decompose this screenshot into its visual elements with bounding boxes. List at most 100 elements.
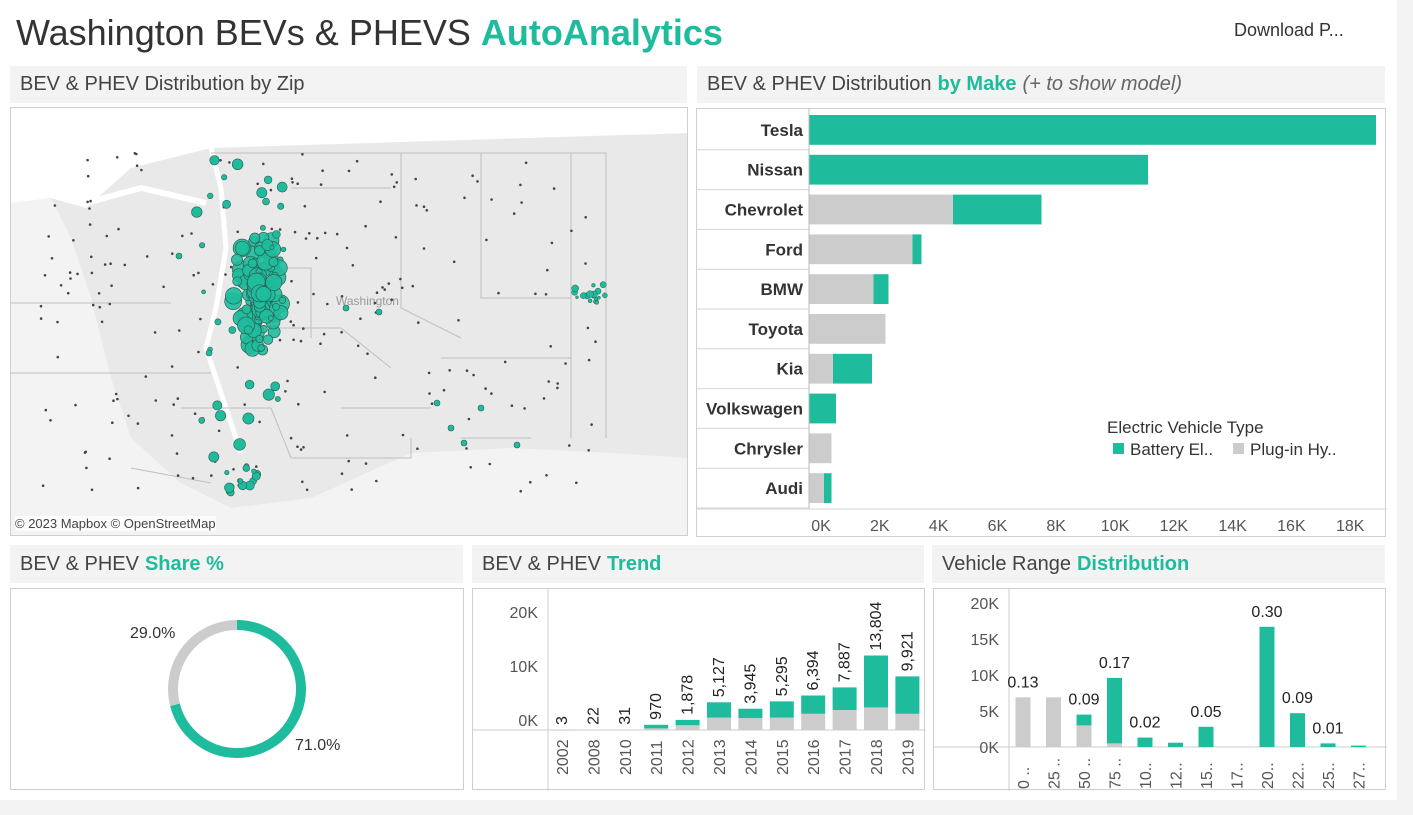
make-bar-phev bbox=[809, 353, 833, 384]
share-slice-phev bbox=[168, 620, 306, 758]
map-zip-dot bbox=[319, 342, 322, 345]
map-zip-dot bbox=[286, 379, 289, 383]
bottom-strip bbox=[0, 800, 1413, 815]
map-zip-dot bbox=[442, 388, 446, 392]
map-zip-dot bbox=[545, 474, 548, 477]
map-zip-dot bbox=[50, 257, 54, 260]
range-x-tick: 50 .. bbox=[1077, 758, 1094, 789]
map-zip-bubble bbox=[586, 290, 594, 298]
map-county-border bbox=[400, 153, 462, 339]
range-x-tick: 25 .. bbox=[1047, 758, 1064, 789]
trend-x-tick: 2014 bbox=[743, 739, 760, 775]
range-share-label: 0.09 bbox=[1282, 690, 1313, 707]
trend-bar-phev bbox=[801, 713, 826, 730]
map-zip-dot bbox=[415, 204, 418, 207]
map-zip-bubble bbox=[207, 192, 214, 199]
map-zip-bubble bbox=[175, 252, 183, 260]
trend-x-tick: 2015 bbox=[775, 739, 792, 775]
map-zip-dot bbox=[383, 288, 387, 291]
map-zip-bubble bbox=[259, 224, 266, 231]
map-zip-bubble bbox=[263, 175, 273, 185]
map-zip-dot bbox=[292, 323, 295, 327]
share-chart[interactable]: 71.0% 29.0% bbox=[10, 588, 464, 790]
make-category-label: BMW bbox=[761, 280, 804, 299]
map-zip-bubble bbox=[433, 399, 441, 407]
map-zip-bubble bbox=[274, 396, 281, 402]
make-bar-bev bbox=[809, 393, 836, 424]
map-zip-dot bbox=[236, 366, 239, 369]
range-bar-bev bbox=[1107, 677, 1122, 744]
map-zip-dot bbox=[111, 421, 114, 425]
map-southern-region bbox=[11, 198, 687, 535]
map-zip-dot bbox=[123, 263, 127, 267]
make-panel-highlight: by Make bbox=[937, 73, 1017, 95]
range-chart[interactable]: 0K 5K 10K 15K 20K 0.13 0 .. 25 .. 0.09 50 .. 0.17 7… bbox=[933, 588, 1387, 791]
map-zip-dot bbox=[39, 304, 43, 308]
map-zip-dot bbox=[590, 423, 593, 426]
map-zip-dot bbox=[364, 462, 368, 465]
make-category-label: Chevrolet bbox=[725, 201, 804, 220]
map-zip-bubble bbox=[191, 206, 203, 218]
make-chart[interactable]: Tesla Nissan Chevrolet Ford BMW Toyota Kia Volk… bbox=[696, 108, 1387, 537]
map-zip-bubble bbox=[447, 424, 455, 432]
map-zip-dot bbox=[340, 472, 344, 476]
zip-map[interactable]: Washington © 2023 Mapbox © OpenStreetMap bbox=[10, 107, 688, 536]
map-zip-dot bbox=[544, 293, 548, 296]
trend-chart[interactable]: 0K 10K 20K 3 2002 22 2008 31 2010 970 2011 1,878 201… bbox=[472, 588, 926, 791]
share-label-bev: 71.0% bbox=[295, 737, 340, 754]
map-zip-dot bbox=[552, 187, 556, 190]
map-zip-dot bbox=[301, 480, 304, 484]
map-zip-dot bbox=[219, 159, 222, 162]
map-zip-dot bbox=[289, 320, 293, 323]
trend-bar-bev bbox=[675, 719, 700, 726]
map-zip-dot bbox=[457, 319, 460, 322]
map-zip-dot bbox=[296, 301, 300, 304]
map-zip-dot bbox=[56, 320, 59, 324]
download-button[interactable]: Download P... bbox=[1234, 20, 1344, 40]
map-zip-dot bbox=[373, 301, 377, 305]
map-zip-bubble bbox=[342, 304, 350, 312]
make-category-label: Chrysler bbox=[734, 439, 803, 458]
scrollbar-track[interactable] bbox=[1397, 0, 1413, 815]
range-bar-bev bbox=[1168, 742, 1183, 747]
map-zip-dot bbox=[243, 403, 246, 406]
map-zip-dot bbox=[484, 387, 487, 390]
range-panel-title: Vehicle Range bbox=[942, 552, 1071, 575]
map-zip-dot bbox=[519, 489, 522, 493]
trend-panel-header: BEV & PHEV Trend bbox=[472, 545, 924, 583]
brand-name: AutoAnalytics bbox=[480, 12, 723, 53]
map-zip-bubble bbox=[242, 412, 255, 425]
map-zip-dot bbox=[345, 434, 349, 437]
range-x-tick: 27.. bbox=[1352, 762, 1369, 789]
map-zip-bubble bbox=[256, 187, 268, 199]
trend-x-tick: 2011 bbox=[649, 740, 666, 775]
make-bar-bev bbox=[809, 154, 1148, 185]
map-zip-dot bbox=[86, 158, 89, 162]
map-zip-dot bbox=[312, 292, 315, 296]
map-zip-dot bbox=[117, 227, 120, 231]
map-zip-bubble bbox=[237, 478, 244, 484]
map-zip-dot bbox=[98, 305, 102, 309]
map-zip-dot bbox=[427, 371, 431, 375]
map-zip-bubble bbox=[228, 326, 237, 334]
map-zip-dot bbox=[199, 317, 202, 321]
map-zip-bubble bbox=[209, 155, 220, 166]
legend-swatch-bev bbox=[1113, 443, 1124, 454]
map-zip-dot bbox=[302, 446, 305, 449]
map-zip-dot bbox=[542, 397, 546, 400]
share-panel-title: BEV & PHEV bbox=[20, 552, 139, 575]
make-bar-phev bbox=[809, 274, 874, 304]
map-zip-bubble bbox=[231, 253, 243, 266]
trend-bar-bev bbox=[707, 702, 731, 718]
make-category-label: Ford bbox=[765, 240, 803, 259]
map-canvas[interactable]: Washington bbox=[11, 108, 688, 536]
trend-bar-phev bbox=[675, 725, 700, 730]
legend-swatch-phev bbox=[1233, 443, 1244, 454]
map-attribution[interactable]: © 2023 Mapbox © OpenStreetMap bbox=[15, 516, 216, 531]
map-zip-dot bbox=[355, 159, 359, 163]
map-zip-bubble bbox=[602, 292, 608, 299]
range-bar-bev bbox=[1351, 745, 1366, 747]
map-zip-dot bbox=[162, 285, 165, 289]
trend-total-label: 31 bbox=[617, 707, 634, 725]
map-zip-dot bbox=[490, 392, 493, 395]
